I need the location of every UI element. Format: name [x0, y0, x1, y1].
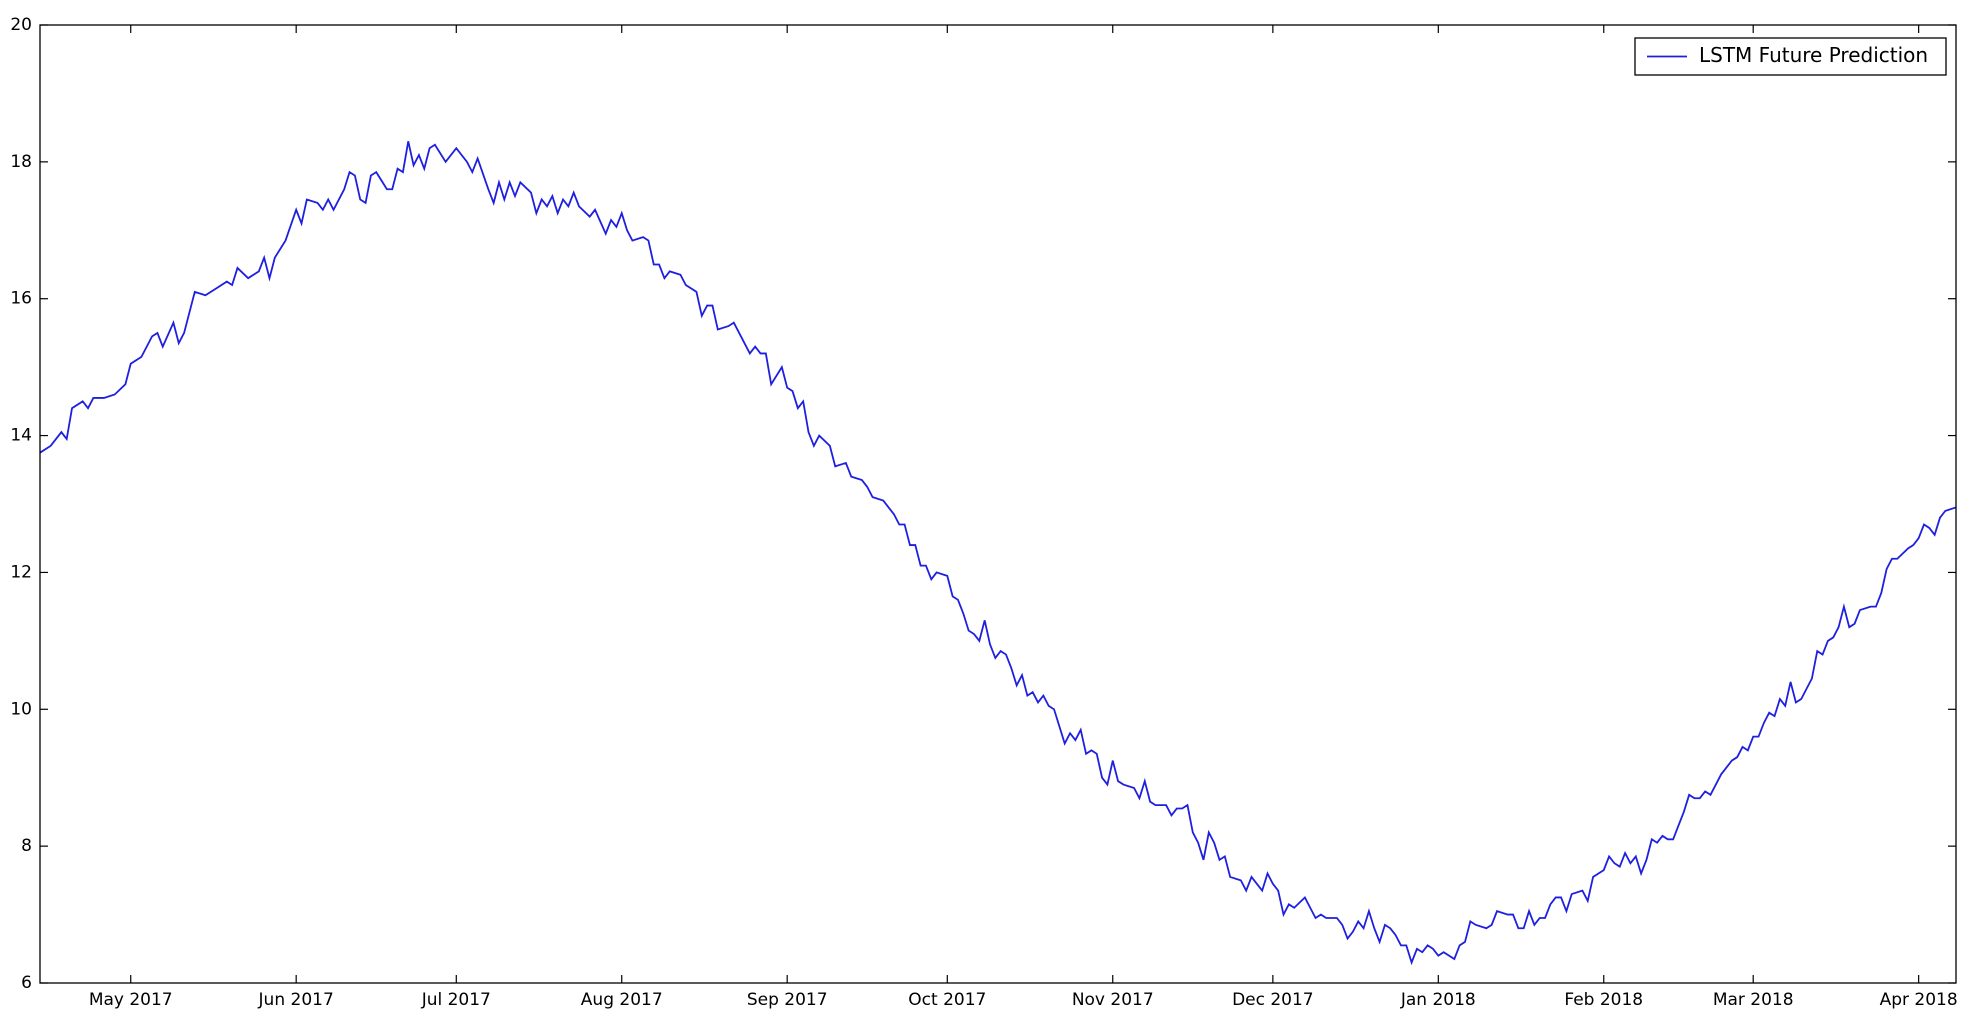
y-tick-label: 16 — [10, 289, 32, 309]
x-tick-label: Nov 2017 — [1072, 990, 1154, 1010]
x-tick-label: Sep 2017 — [747, 990, 828, 1010]
x-tick-label: Jun 2017 — [258, 990, 334, 1010]
y-tick-label: 8 — [21, 836, 32, 856]
x-tick-label: Oct 2017 — [908, 990, 986, 1010]
x-tick-label: Feb 2018 — [1564, 990, 1643, 1010]
legend-label: LSTM Future Prediction — [1699, 43, 1928, 67]
x-tick-label: May 2017 — [89, 990, 173, 1010]
y-tick-label: 6 — [21, 973, 32, 993]
plot-frame — [39, 24, 1957, 984]
y-tick-label: 20 — [10, 15, 32, 35]
x-tick-label: Mar 2018 — [1713, 990, 1794, 1010]
y-tick-label: 10 — [10, 699, 32, 719]
y-tick-label: 18 — [10, 152, 32, 172]
x-tick-label: Jul 2017 — [421, 990, 491, 1010]
x-tick-label: Dec 2017 — [1232, 990, 1314, 1010]
data-line — [39, 141, 1957, 966]
x-tick-label: Jan 2018 — [1400, 990, 1476, 1010]
x-tick-label: Apr 2018 — [1880, 990, 1958, 1010]
y-tick-label: 14 — [10, 426, 32, 446]
x-tick-label: Aug 2017 — [581, 990, 663, 1010]
y-tick-label: 12 — [10, 562, 32, 582]
